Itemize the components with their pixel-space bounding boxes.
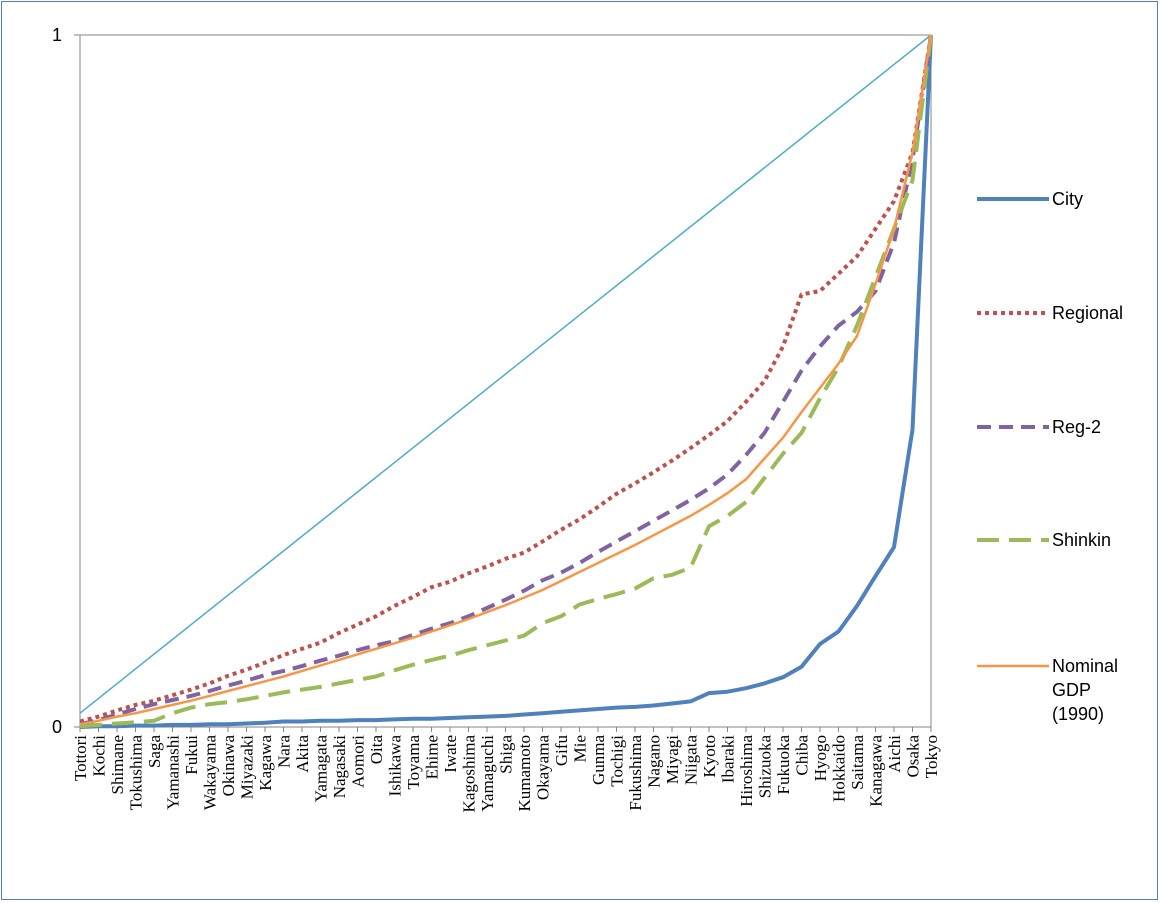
x-tick-label: Yamagata — [312, 735, 331, 803]
x-tick-label: Niigata — [682, 735, 701, 785]
x-tick-label: Saga — [145, 735, 164, 769]
x-tick-label: Hiroshima — [737, 735, 756, 807]
series-layer — [79, 34, 933, 729]
legend-label: Regional — [1052, 303, 1123, 323]
x-tick-label: Wakayama — [201, 735, 220, 811]
x-tick-label: Fukui — [182, 735, 201, 775]
x-tick-label: Kumamoto — [515, 735, 534, 812]
plot-border — [79, 34, 932, 728]
legend-label: Nominal GDP (1990) — [1052, 656, 1118, 724]
legend-item-nominal-gdp-1990: Nominal GDP (1990) — [977, 656, 1118, 724]
series-line-nominal-gdp-1990 — [79, 34, 933, 726]
x-tick-label: Hyogo — [811, 735, 830, 781]
x-tick-label: Nagasaki — [330, 735, 349, 799]
legend-item-city: City — [977, 189, 1083, 209]
legend-label: Shinkin — [1052, 530, 1111, 550]
x-tick-label: Tottori — [71, 735, 90, 781]
x-tick-label: Shimane — [108, 735, 127, 795]
x-tick-label: Tochigi — [608, 735, 627, 787]
x-axis: Tottori Kochi Shimane Tokushima Saga Yamanash… — [71, 727, 941, 812]
equality-line — [79, 34, 932, 714]
series-line-city — [79, 34, 933, 729]
series-line-reg-2 — [79, 34, 933, 727]
x-tick-label: Akita — [293, 735, 312, 773]
x-tick-label: Nagano — [645, 735, 664, 788]
x-tick-label: Aichi — [885, 735, 904, 773]
x-tick-label: Fukushima — [626, 735, 645, 811]
x-tick-label: Shizuoka — [756, 735, 775, 799]
y-tick-label: 1 — [52, 25, 62, 45]
x-tick-label: Oita — [367, 735, 386, 765]
x-tick-label: Kagawa — [256, 735, 275, 791]
x-tick-label: Kagoshima — [460, 735, 479, 813]
series-line-shinkin — [79, 34, 933, 729]
x-tick-label: Ehime — [423, 735, 442, 779]
x-tick-label: Gifu — [552, 735, 571, 767]
x-tick-label: Okinawa — [219, 735, 238, 797]
x-tick-label: Miyazaki — [238, 735, 257, 799]
x-tick-label: Tokyo — [922, 735, 941, 778]
x-tick-label: Saitama — [848, 735, 867, 790]
x-tick-label: Fukuoka — [774, 735, 793, 795]
x-tick-label: Hokkaido — [830, 735, 849, 802]
x-tick-label: Mie — [571, 735, 590, 762]
x-tick-label: Ibaraki — [719, 735, 738, 783]
series-line-regional — [79, 34, 933, 724]
x-tick-label: Iwate — [441, 735, 460, 773]
x-tick-label: Toyama — [404, 735, 423, 790]
x-tick-label: Yamanashi — [164, 735, 183, 810]
legend-label: City — [1052, 189, 1083, 209]
x-tick-label: Tokushima — [127, 735, 146, 811]
legend-label: Reg-2 — [1052, 417, 1101, 437]
x-tick-label: Shiga — [497, 735, 516, 774]
legend-item-shinkin: Shinkin — [977, 530, 1111, 550]
legend-item-reg-2: Reg-2 — [977, 417, 1101, 437]
x-tick-label: Kanagawa — [867, 735, 886, 807]
x-tick-label: Nara — [275, 735, 294, 768]
x-tick-label: Gunma — [589, 735, 608, 786]
x-tick-label: Miyagi — [663, 735, 682, 784]
x-tick-label: Aomori — [349, 735, 368, 788]
x-tick-label: Ishikawa — [386, 735, 405, 797]
legend-item-regional: Regional — [977, 303, 1123, 323]
x-tick-label: Chiba — [793, 735, 812, 776]
x-tick-label: Kochi — [90, 735, 109, 777]
y-tick-label: 0 — [52, 717, 62, 737]
legend: City Regional Reg-2 Shinkin Nominal GDP (1990) — [977, 189, 1123, 724]
x-tick-label: Okayama — [534, 735, 553, 801]
x-tick-label: Yamaguchi — [478, 735, 497, 812]
x-tick-label: Kyoto — [700, 735, 719, 778]
y-axis: 01 — [52, 25, 80, 737]
x-tick-label: Osaka — [904, 735, 923, 778]
plot-area — [79, 34, 932, 728]
